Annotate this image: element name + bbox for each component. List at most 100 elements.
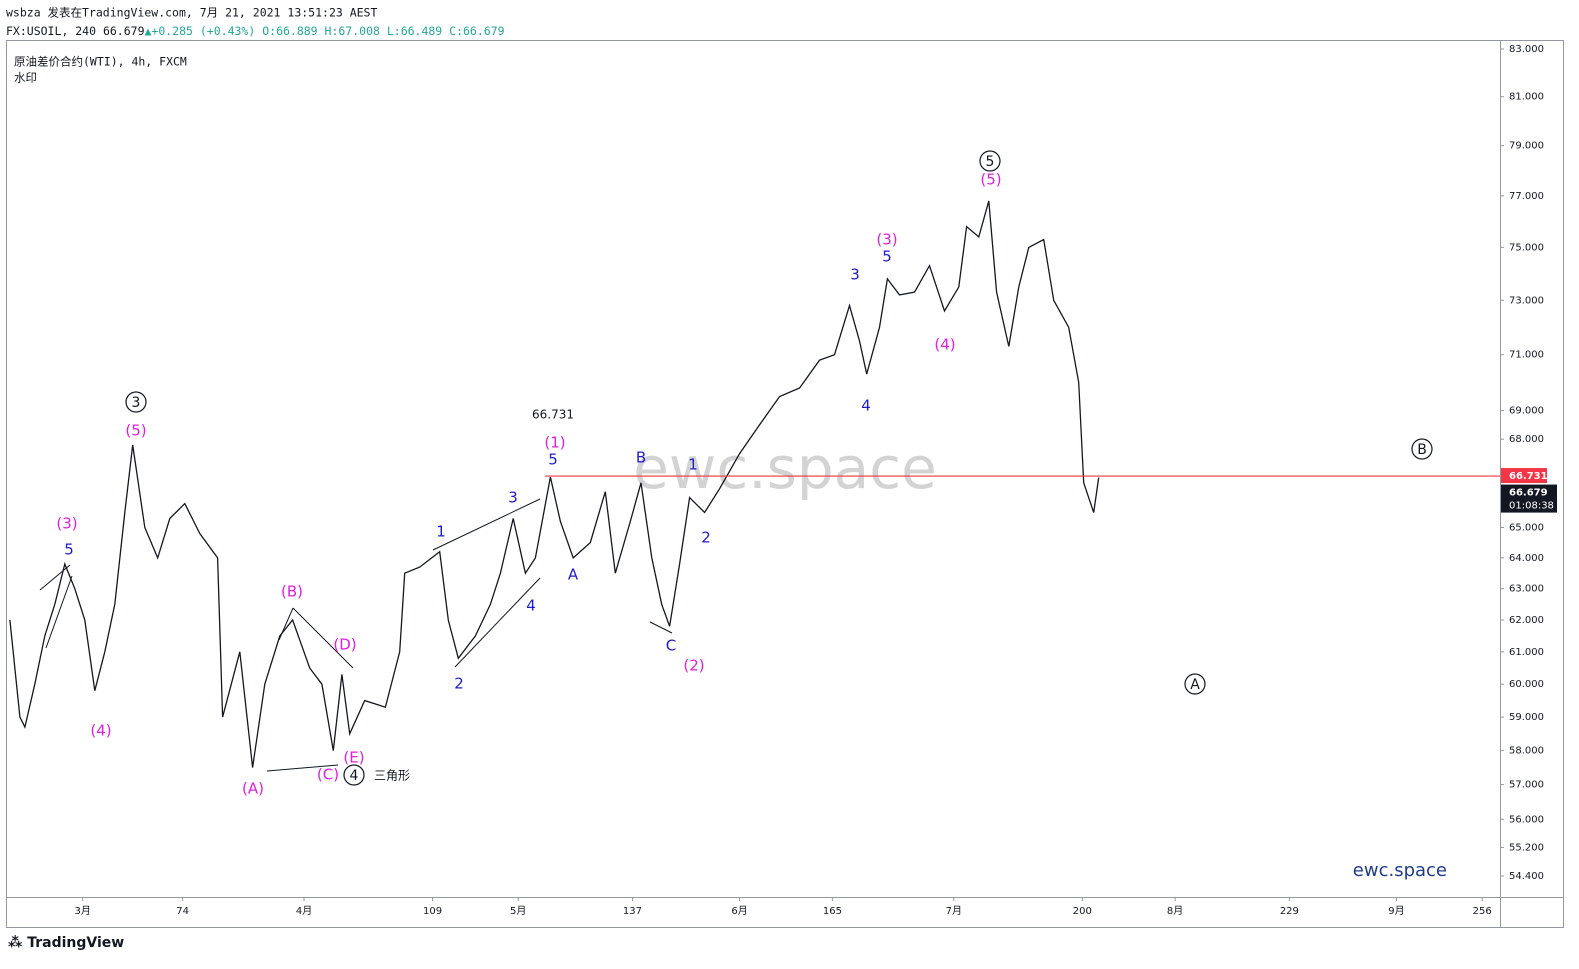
wave-label: 4 bbox=[861, 397, 871, 415]
trend-line bbox=[432, 498, 541, 551]
legend-subtitle: 水印 bbox=[14, 71, 37, 85]
circle-marker bbox=[343, 764, 365, 786]
wave-label: 3 bbox=[850, 266, 860, 284]
x-tick-label: 109 bbox=[423, 906, 442, 917]
trend-line bbox=[454, 577, 541, 668]
price-label-box bbox=[1501, 468, 1547, 484]
ohlc: O:66.889 H:67.008 L:66.489 C:66.679 bbox=[262, 24, 504, 38]
y-tick-label: 56.000 bbox=[1509, 814, 1544, 825]
y-tick-label: 60.000 bbox=[1509, 679, 1544, 690]
x-tick-label: 229 bbox=[1280, 906, 1299, 917]
y-tick-label: 59.000 bbox=[1509, 712, 1544, 723]
x-tick-label: 7月 bbox=[946, 905, 962, 917]
wave-label: 5 bbox=[548, 451, 558, 469]
wave-label: (A) bbox=[242, 780, 264, 798]
x-tick-label: 4月 bbox=[296, 905, 312, 917]
legend-title: 原油差价合约(WTI), 4h, FXCM bbox=[14, 55, 187, 69]
plot bbox=[9, 200, 1100, 768]
wave-label: (3) bbox=[876, 231, 897, 249]
wave-label: (C) bbox=[317, 766, 339, 784]
y-tick-label: 62.000 bbox=[1509, 615, 1544, 626]
horizontal-line-label: 66.731 bbox=[532, 408, 574, 422]
last-price-box bbox=[1501, 484, 1557, 513]
x-tick-label: 8月 bbox=[1167, 905, 1183, 917]
frame bbox=[6, 40, 1564, 928]
last: 66.679 bbox=[103, 24, 145, 38]
watermark: ewc.space bbox=[633, 434, 937, 502]
wave-label: (2) bbox=[683, 657, 704, 675]
x-tick-label: 165 bbox=[823, 906, 842, 917]
x-tick-label: 256 bbox=[1473, 906, 1492, 917]
wave-label: (4) bbox=[934, 336, 955, 354]
header-line: wsbza 发表在TradingView.com, 7月 21, 2021 13… bbox=[6, 6, 377, 20]
footer-logo: ⁂ TradingView bbox=[8, 935, 124, 951]
y-tick-label: 68.000 bbox=[1509, 434, 1544, 445]
y-tick-label: 79.000 bbox=[1509, 141, 1544, 152]
y-tick-label: 75.000 bbox=[1509, 242, 1544, 253]
circled-label: 5 bbox=[986, 154, 995, 170]
wave-label: A bbox=[568, 566, 579, 584]
y-tick-label: 65.000 bbox=[1509, 523, 1544, 534]
y-tick-label: 77.000 bbox=[1509, 191, 1544, 202]
trend-line bbox=[649, 621, 673, 634]
y-tick-label: 54.400 bbox=[1509, 871, 1544, 882]
trend-line bbox=[39, 564, 71, 591]
wave-label: 1 bbox=[436, 523, 446, 541]
wave-label: 2 bbox=[701, 529, 711, 547]
wave-label: (5) bbox=[980, 171, 1001, 189]
wave-label: (3) bbox=[56, 515, 77, 533]
circle-marker bbox=[979, 150, 1001, 172]
countdown: 01:08:38 bbox=[1509, 501, 1554, 512]
price-label: 66.731 bbox=[1509, 471, 1548, 482]
y-tick-label: 73.000 bbox=[1509, 295, 1544, 306]
brand: ewc.space bbox=[1353, 860, 1447, 881]
wave-label: (B) bbox=[281, 583, 303, 601]
wave-label: 4 bbox=[526, 597, 536, 615]
y-tick-label: 69.000 bbox=[1509, 406, 1544, 417]
footer-brand: ⁂ TradingView bbox=[8, 935, 124, 951]
header-symbol: FX:USOIL, 240 66.679▲+0.285 (+0.43%) O:6… bbox=[6, 24, 505, 38]
wave-label: C bbox=[666, 637, 676, 655]
x-tick-label: 137 bbox=[623, 906, 642, 917]
wave-label: 5 bbox=[882, 248, 892, 266]
change: ▲+0.285 (+0.43%) bbox=[145, 24, 256, 38]
x-tick-label: 200 bbox=[1073, 906, 1092, 917]
circled-label: B bbox=[1417, 442, 1427, 458]
y-tick-label: 61.000 bbox=[1509, 647, 1544, 658]
wave-label: (1) bbox=[544, 434, 565, 452]
trend-lines bbox=[39, 498, 673, 772]
wave-label: (E) bbox=[343, 749, 364, 767]
x-tick-label: 3月 bbox=[74, 905, 90, 917]
circled-label: 4 bbox=[350, 768, 359, 784]
wave-label: (4) bbox=[90, 722, 111, 740]
y-tick-label: 57.000 bbox=[1509, 780, 1544, 791]
y-tick-label: 71.000 bbox=[1509, 350, 1544, 361]
wave-label: 2 bbox=[454, 675, 464, 693]
x-tick-label: 9月 bbox=[1388, 905, 1404, 917]
last-price-label: 66.679 bbox=[1509, 488, 1548, 499]
y-tick-label: 64.000 bbox=[1509, 553, 1544, 564]
wave-label: 5 bbox=[64, 541, 74, 559]
wave-label: 1 bbox=[688, 456, 698, 474]
circle-marker bbox=[1411, 438, 1433, 460]
trend-line bbox=[266, 764, 339, 772]
x-tick-label: 74 bbox=[176, 906, 189, 917]
y-tick-label: 58.000 bbox=[1509, 746, 1544, 757]
y-tick-label: 83.000 bbox=[1509, 44, 1544, 55]
symbol: FX:USOIL, 240 bbox=[6, 24, 96, 38]
wave-label: 三角形 bbox=[374, 769, 410, 783]
circle-marker bbox=[1184, 673, 1206, 695]
wave-label: B bbox=[636, 449, 646, 467]
footer-text: TradingView bbox=[27, 935, 124, 951]
trend-line bbox=[45, 575, 73, 649]
y-tick-label: 55.200 bbox=[1509, 842, 1544, 853]
x-tick-label: 6月 bbox=[731, 905, 747, 917]
circled-label: A bbox=[1190, 677, 1200, 693]
wave-label: (5) bbox=[125, 422, 146, 440]
circled-label: 3 bbox=[132, 395, 141, 411]
wave-label: (D) bbox=[333, 636, 356, 654]
y-tick-label: 63.000 bbox=[1509, 584, 1544, 595]
wave-label: 3 bbox=[508, 489, 518, 507]
price-line bbox=[9, 200, 1100, 768]
